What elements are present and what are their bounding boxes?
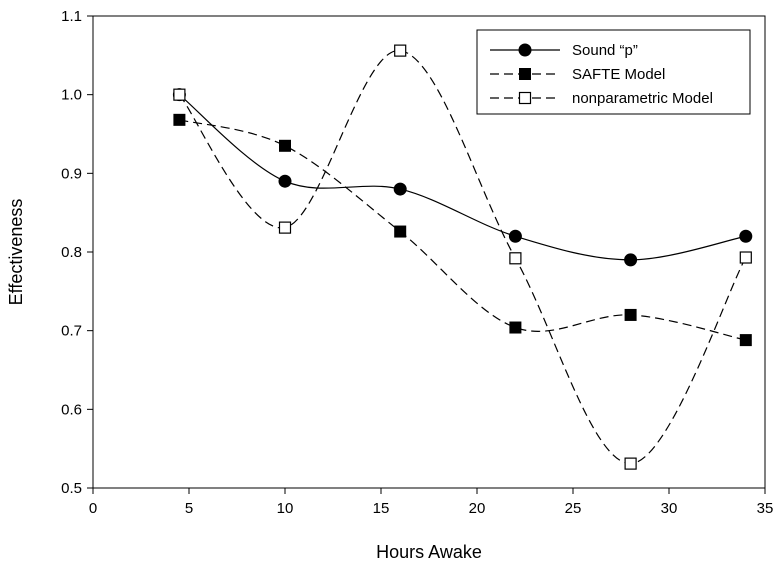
data-point-nonparametric-model	[739, 251, 752, 264]
legend-label-sound-p: Sound “p”	[572, 42, 638, 59]
data-point-nonparametric-model	[394, 44, 407, 57]
series-sound-p	[172, 88, 753, 267]
x-tick-label: 20	[469, 500, 486, 517]
series-nonparametric-model	[173, 44, 752, 470]
x-tick-label: 15	[373, 500, 390, 517]
legend-label-nonparametric-model: nonparametric Model	[572, 90, 713, 107]
y-tick-label: 0.8	[61, 244, 82, 261]
x-tick-label: 30	[661, 500, 678, 517]
series-safte-model	[173, 113, 752, 347]
x-tick-label: 25	[565, 500, 582, 517]
data-point-sound-p	[278, 174, 292, 188]
data-point-safte-model	[394, 225, 407, 238]
data-point-safte-model	[279, 139, 291, 152]
data-point-sound-p	[739, 229, 753, 243]
series-line-safte-model	[179, 119, 746, 341]
data-point-nonparametric-model	[509, 252, 522, 265]
data-point-sound-p	[624, 253, 638, 267]
data-point-sound-p	[508, 229, 522, 243]
x-tick-label: 0	[89, 500, 97, 517]
x-tick-label: 10	[277, 500, 294, 517]
y-tick-label: 0.6	[61, 401, 82, 418]
data-point-nonparametric-model	[173, 88, 186, 101]
legend-marker-sound-p	[518, 43, 532, 57]
y-axis-ticks: 0.5 0.6 0.7 0.8 0.9 1.0 1.1	[61, 8, 93, 497]
legend-marker-nonparametric-model	[518, 91, 532, 105]
data-point-safte-model	[173, 113, 186, 126]
x-tick-label: 35	[757, 500, 774, 517]
legend: Sound “p” SAFTE Model nonparametric Model	[476, 29, 751, 115]
legend-marker-safte-model	[519, 68, 531, 80]
data-point-safte-model	[509, 321, 522, 334]
legend-label-safte-model: SAFTE Model	[572, 66, 665, 83]
series-line-sound-p	[179, 94, 746, 261]
y-tick-label: 0.7	[61, 323, 82, 340]
series-layer	[172, 44, 753, 470]
y-tick-label: 1.1	[61, 8, 82, 25]
y-tick-label: 0.5	[61, 480, 82, 497]
data-point-sound-p	[393, 182, 407, 196]
x-tick-label: 5	[185, 500, 193, 517]
x-axis-title: Hours Awake	[376, 542, 482, 562]
data-point-safte-model	[624, 308, 637, 321]
y-axis-title: Effectiveness	[6, 199, 26, 306]
y-tick-label: 1.0	[61, 87, 82, 104]
data-point-nonparametric-model	[278, 221, 292, 234]
y-tick-label: 0.9	[61, 165, 82, 182]
data-point-nonparametric-model	[624, 457, 637, 470]
x-axis-ticks: 0 5 10 15 20 25 30 35	[89, 488, 774, 517]
data-point-safte-model	[739, 334, 752, 347]
